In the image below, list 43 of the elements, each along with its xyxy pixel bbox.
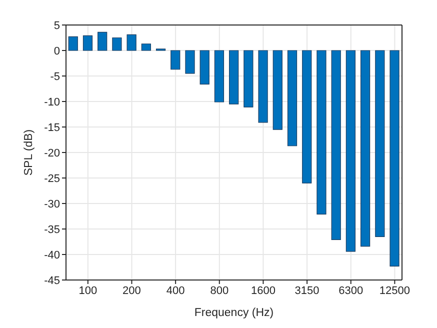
bar: [170, 50, 180, 70]
x-tick-label: 200: [122, 284, 141, 297]
bar: [331, 50, 341, 240]
x-tick-label: 800: [210, 284, 229, 297]
y-tick-label: -15: [44, 122, 60, 134]
bar: [112, 37, 122, 51]
y-tick-label: -25: [44, 172, 60, 185]
bar: [141, 44, 151, 51]
bar: [185, 50, 195, 74]
y-tick-label: 5: [54, 20, 60, 32]
y-tick-label: -40: [44, 249, 60, 262]
x-tick-label: 400: [166, 284, 185, 297]
bar: [302, 50, 312, 184]
y-tick-label: -45: [44, 274, 60, 287]
x-tick-label: 1600: [250, 284, 276, 297]
bar: [244, 50, 254, 108]
bar: [360, 50, 370, 247]
bar: [98, 32, 108, 51]
x-tick-label: 3150: [294, 284, 320, 297]
bar: [346, 50, 356, 252]
x-tick-label: 100: [78, 284, 98, 297]
bar: [272, 50, 282, 130]
x-tick-label: 6300: [338, 284, 364, 297]
bar: [375, 50, 385, 237]
bar: [287, 50, 298, 146]
y-tick-label: -30: [44, 198, 60, 210]
bar: [229, 50, 239, 104]
x-tick-label: 12500: [379, 284, 410, 297]
y-tick-label: -5: [50, 70, 60, 83]
bar: [200, 50, 210, 84]
x-axis-title: Frequency (Hz): [194, 307, 274, 319]
y-tick-label: -35: [44, 224, 60, 236]
y-axis-title: SPL (dB): [23, 129, 36, 176]
bar: [82, 35, 93, 51]
bar: [258, 50, 268, 123]
bar: [214, 50, 224, 102]
bar: [68, 36, 78, 51]
bar: [316, 50, 326, 215]
bar: [390, 50, 400, 267]
bar: [126, 34, 136, 51]
y-tick-label: 0: [54, 45, 60, 58]
y-tick-label: -20: [44, 147, 60, 160]
y-tick-label: -10: [44, 96, 60, 108]
